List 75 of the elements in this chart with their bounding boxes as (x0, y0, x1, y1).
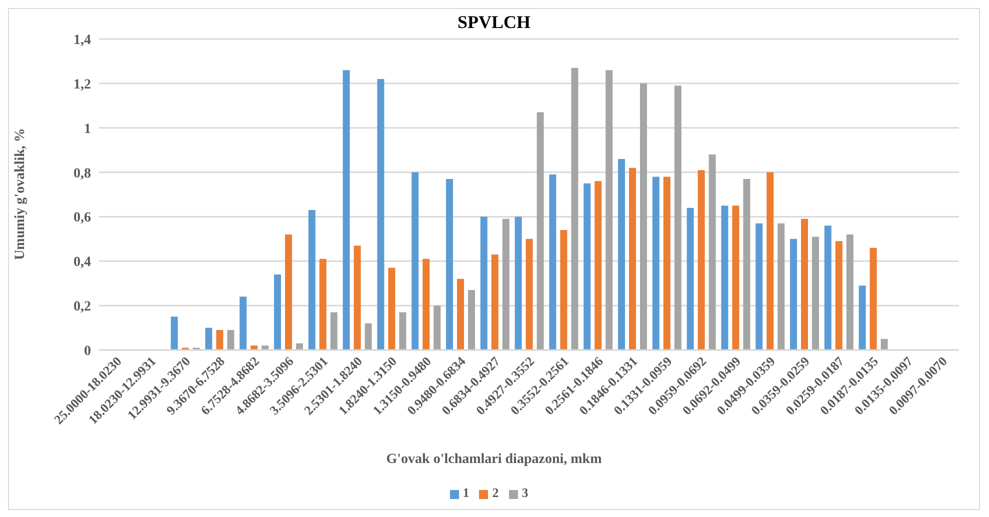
bar (743, 178, 750, 350)
bar (606, 70, 613, 350)
bar (308, 210, 316, 350)
bar (399, 312, 406, 350)
bar (227, 330, 234, 350)
bar (364, 323, 372, 350)
bar (778, 223, 785, 350)
x-axis-title: G'ovak o'lchamlari diapazoni, mkm (385, 452, 603, 468)
bar (296, 343, 303, 350)
bar (766, 172, 774, 350)
bar (880, 338, 888, 350)
bar (342, 70, 350, 350)
y-axis-title: Umumiy g'ovaklik, % (13, 128, 29, 260)
y-tick-label: 0,8 (74, 166, 91, 182)
y-tick-label: 0,4 (74, 255, 91, 270)
bar (560, 230, 568, 350)
legend-label: 2 (492, 485, 499, 500)
bar (629, 168, 636, 350)
bar (285, 234, 292, 350)
bar (732, 206, 740, 350)
bar (330, 312, 338, 350)
bar (388, 268, 396, 350)
bar (262, 346, 269, 350)
bar (835, 241, 842, 350)
bar (354, 246, 361, 350)
bar (824, 226, 832, 350)
bar (422, 258, 430, 350)
bar (514, 216, 522, 350)
bar (319, 258, 326, 350)
bar (698, 170, 705, 350)
bar (491, 254, 498, 350)
bar (594, 181, 602, 350)
bar (640, 83, 647, 350)
bar (412, 172, 419, 350)
y-tick-label: 0,2 (74, 300, 91, 315)
bar (536, 112, 544, 350)
bar (663, 176, 670, 350)
y-tick-label: 1 (84, 122, 91, 137)
bar (250, 346, 258, 350)
bar (674, 86, 682, 350)
bar (526, 238, 533, 350)
bar (170, 316, 178, 350)
bar (480, 216, 488, 350)
bar (790, 238, 797, 350)
bar (457, 278, 464, 350)
bar (274, 274, 281, 350)
bar (708, 154, 716, 350)
legend-label: 3 (522, 485, 528, 500)
bar (870, 248, 877, 350)
bar (240, 296, 247, 350)
bar (652, 176, 660, 350)
bar (812, 236, 819, 350)
bar (858, 286, 866, 350)
bar (721, 206, 728, 350)
bar (205, 328, 212, 350)
bar (571, 68, 578, 350)
bar (434, 306, 441, 350)
legend-label: 1 (462, 485, 470, 500)
bar (584, 183, 591, 350)
bar (446, 178, 453, 350)
y-tick-label: 0 (84, 344, 91, 359)
y-tick-label: 1,2 (74, 77, 91, 92)
bar (468, 290, 475, 350)
bar (686, 208, 694, 350)
bar (756, 223, 763, 350)
y-tick-label: 1,4 (74, 32, 91, 48)
bar (846, 234, 854, 350)
bar (502, 218, 510, 350)
bar (801, 218, 808, 350)
bar (216, 330, 224, 350)
chart-title: SPVLCH (456, 11, 532, 33)
bar (549, 174, 556, 350)
bar (618, 158, 625, 350)
bar (377, 78, 384, 350)
y-tick-label: 0,6 (74, 210, 91, 226)
